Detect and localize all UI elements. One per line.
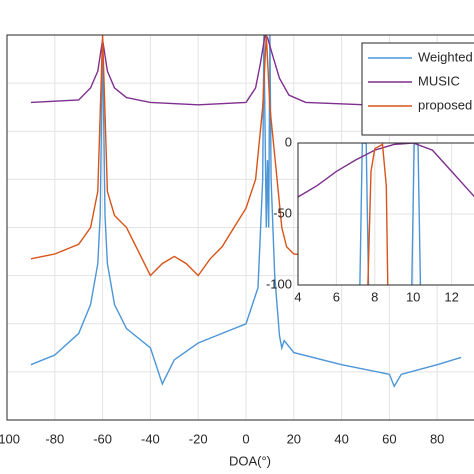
main-chart: -100-80-60-40-20020406080100-160-140-120…: [0, 34, 474, 446]
data-line: [30, 35, 462, 106]
legend-label: MUSIC: [418, 73, 460, 88]
inset-chart: 468101214-100-500: [266, 134, 474, 304]
x-tick-label: 40: [334, 431, 348, 446]
plot-area: [30, 35, 462, 388]
y-tick-label: 0: [285, 134, 292, 149]
legend-box: [361, 42, 474, 136]
x-tick-label: -80: [45, 431, 64, 446]
x-tick-label: 20: [287, 431, 301, 446]
x-tick-label: 4: [294, 289, 301, 304]
x-tick-label: 80: [430, 431, 444, 446]
x-axis-label: DOA(°): [229, 453, 271, 468]
x-tick-label: 60: [382, 431, 396, 446]
x-tick-label: -60: [93, 431, 112, 446]
x-tick-label: 8: [371, 289, 378, 304]
data-line: [30, 35, 462, 277]
data-line: [298, 143, 474, 198]
data-line: [367, 143, 389, 285]
x-tick-label: 12: [444, 289, 458, 304]
y-tick-label: -50: [273, 205, 292, 220]
x-tick-label: -40: [141, 431, 160, 446]
x-tick-label: -100: [0, 431, 20, 446]
legend-label: proposed: [418, 97, 472, 112]
legend-label: Weighted: [418, 49, 473, 64]
x-tick-label: 0: [242, 431, 249, 446]
x-tick-label: 6: [333, 289, 340, 304]
plot-frame: [297, 142, 474, 286]
y-tick-label: -100: [266, 276, 292, 291]
plot-area: [298, 143, 474, 285]
x-tick-label: 10: [406, 289, 420, 304]
legend: Weighted MUSIC proposed: [361, 42, 474, 136]
plot-frame: [6, 34, 474, 421]
x-tick-label: -20: [189, 431, 208, 446]
